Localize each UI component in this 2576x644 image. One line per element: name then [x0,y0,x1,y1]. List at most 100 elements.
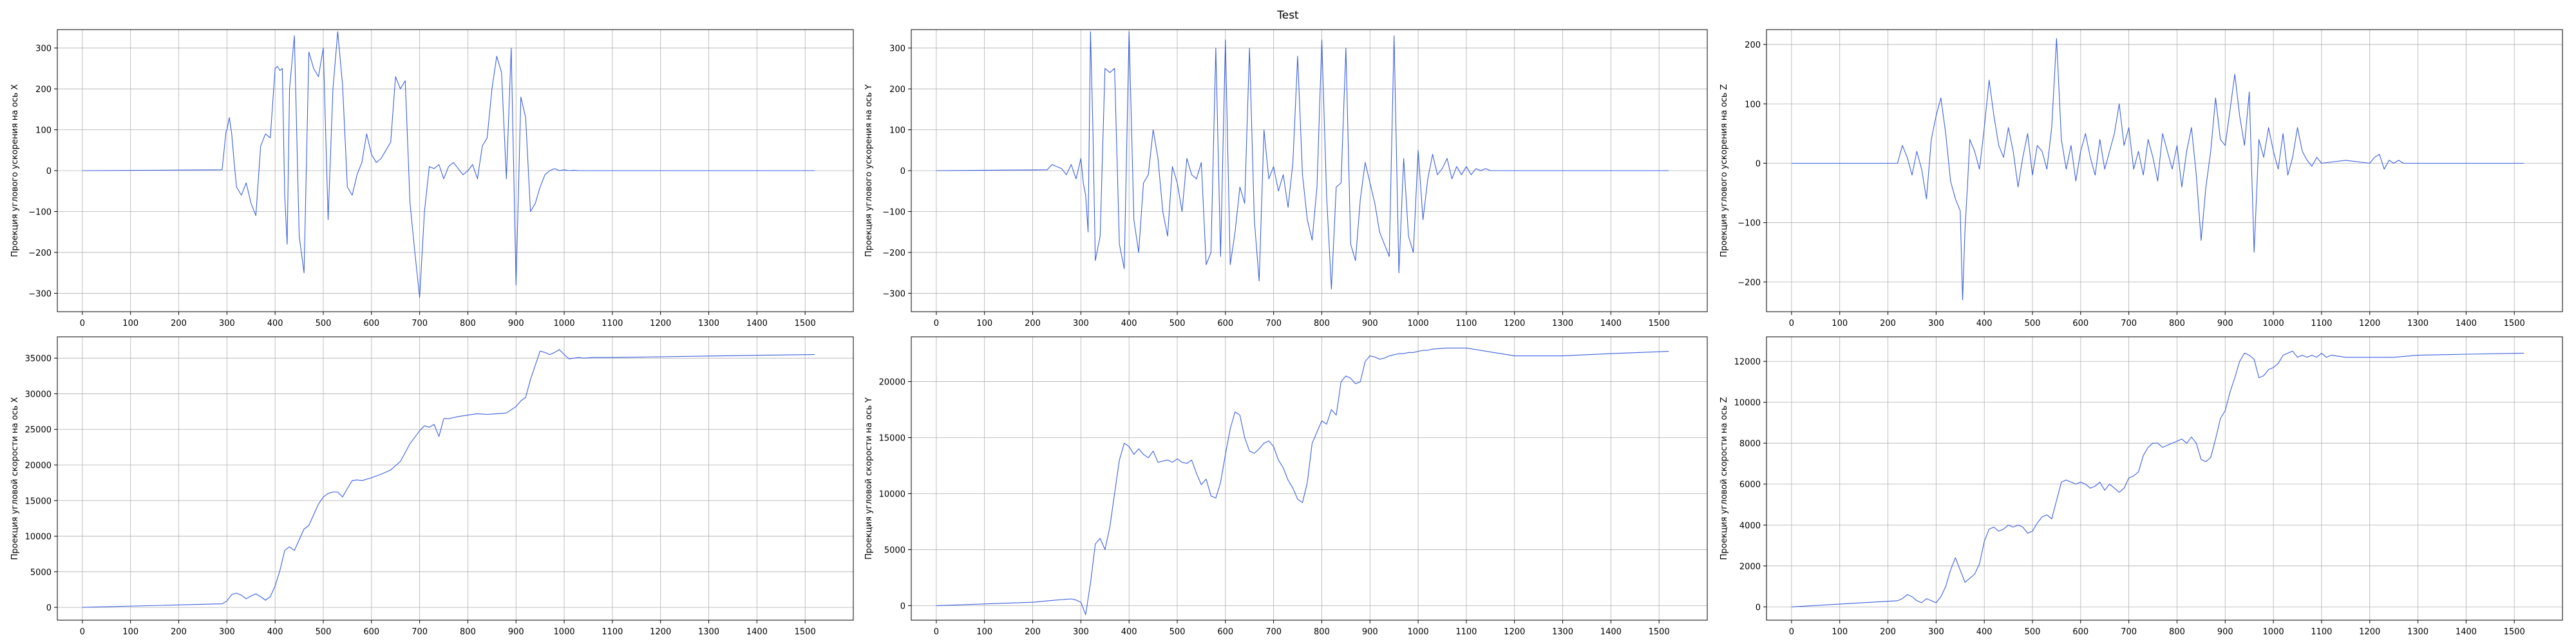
x-tick-label: 1200 [2359,319,2380,328]
x-tick-label: 900 [1362,627,1378,637]
y-tick-label: 20000 [879,378,905,388]
y-tick-label: 0 [900,167,905,176]
y-tick-label: −200 [28,249,52,258]
x-tick-label: 1500 [1649,319,1670,328]
plot-frame [1766,29,2563,312]
x-tick-label: 1300 [1552,319,1573,328]
x-tick-label: 200 [1025,627,1041,637]
x-tick-label: 1400 [746,319,768,328]
x-tick-label: 0 [934,319,939,328]
series-line [82,349,815,608]
x-tick-label: 0 [1789,627,1794,637]
y-tick-label: 100 [889,126,905,136]
x-tick-label: 1200 [650,319,671,328]
x-tick-label: 1100 [1455,319,1477,328]
x-tick-label: 900 [1362,319,1378,328]
plot-frame [57,29,854,312]
x-tick-label: 600 [363,319,379,328]
chart-wx-x-velocity: 0 100 200 300 400 500 600 700 800 900 1000 1100 1200… [10,336,854,637]
x-tick-label: 1400 [2456,319,2477,328]
x-tick-label: 1300 [2407,319,2429,328]
y-tick-label: 0 [1756,159,1761,169]
y-tick-label: 200 [35,85,52,95]
plot-frame [911,29,1708,312]
y-tick-label: 100 [1745,100,1761,109]
y-tick-label: −300 [882,289,905,299]
chart-ay-y-accel: 0 100 200 300 400 500 600 700 800 900 1000 1100 1200… [864,29,1708,328]
x-tick-label: 600 [363,627,379,637]
y-axis-label: Проекция углового ускорения на ось X [10,84,20,258]
y-tick-label: 4000 [1739,521,1761,531]
y-tick-label: 8000 [1739,439,1761,449]
x-tick-label: 100 [976,319,992,328]
x-tick-label: 200 [1025,319,1041,328]
x-tick-label: 1400 [1600,627,1622,637]
x-tick-label: 300 [219,627,235,637]
x-tick-label: 100 [1832,319,1848,328]
x-tick-label: 300 [219,319,235,328]
x-tick-label: 800 [1314,627,1330,637]
x-tick-label: 300 [1928,319,1944,328]
y-tick-label: 10000 [1734,399,1761,408]
series-line [1791,38,2524,301]
x-tick-label: 1400 [746,627,768,637]
y-axis-label: Проекция угловой скорости на ось X [10,397,20,560]
x-tick-label: 1500 [795,627,816,637]
x-tick-label: 1000 [554,627,575,637]
y-axis-label: Проекция углового ускорения на ось Z [1719,84,1729,258]
x-tick-label: 1100 [2311,627,2332,637]
x-tick-label: 600 [2072,319,2088,328]
x-tick-label: 300 [1928,627,1944,637]
x-tick-label: 100 [122,627,138,637]
x-tick-label: 400 [1976,627,1993,637]
plot-frame [57,336,854,621]
x-tick-label: 1400 [2456,627,2477,637]
x-tick-label: 100 [1832,627,1848,637]
y-tick-label: −300 [28,289,52,299]
plot-frame [911,336,1708,621]
x-tick-label: 500 [316,627,332,637]
y-tick-label: −100 [1738,219,1761,229]
y-tick-label: 35000 [25,354,52,364]
x-tick-label: 0 [934,627,939,637]
x-tick-label: 500 [316,319,332,328]
y-tick-label: 15000 [25,497,52,506]
x-tick-label: 700 [412,319,428,328]
y-tick-label: 0 [1756,603,1761,612]
x-tick-label: 1300 [1552,627,1573,637]
plot-frame [1766,336,2563,621]
x-tick-label: 200 [1880,627,1896,637]
y-tick-label: 0 [46,167,52,176]
x-tick-label: 800 [1314,319,1330,328]
x-tick-label: 1100 [601,319,623,328]
y-tick-label: 5000 [884,545,905,555]
x-tick-label: 1000 [554,319,575,328]
y-tick-label: 20000 [25,461,52,471]
x-tick-label: 200 [1880,319,1896,328]
x-tick-label: 1500 [2504,319,2525,328]
x-tick-label: 1000 [1408,627,1429,637]
y-tick-label: 2000 [1739,562,1761,572]
x-tick-label: 1500 [2504,627,2525,637]
x-tick-label: 100 [976,627,992,637]
x-tick-label: 900 [2217,627,2233,637]
y-axis-label: Проекция угловой скорости на ось Z [1719,397,1729,560]
x-tick-label: 700 [1265,319,1282,328]
y-tick-label: 6000 [1739,480,1761,490]
x-tick-label: 800 [2169,627,2185,637]
y-tick-label: 10000 [25,533,52,542]
x-tick-label: 1400 [1600,319,1622,328]
chart-wy-y-velocity: 0 100 200 300 400 500 600 700 800 900 1000 1100 1200… [864,336,1708,637]
x-tick-label: 400 [267,319,283,328]
y-tick-label: 25000 [25,426,52,435]
x-tick-label: 900 [508,627,524,637]
x-tick-label: 800 [460,627,476,637]
x-tick-label: 500 [2025,627,2041,637]
x-tick-label: 700 [412,627,428,637]
y-axis-label: Проекция угловой скорости на ось Y [864,397,874,560]
x-tick-label: 300 [1073,319,1089,328]
chart-az-z-accel: 0 100 200 300 400 500 600 700 800 900 1000 1100 1200… [1719,29,2563,328]
x-tick-label: 1300 [698,627,719,637]
x-tick-label: 600 [2072,627,2088,637]
y-tick-label: 30000 [25,390,52,399]
